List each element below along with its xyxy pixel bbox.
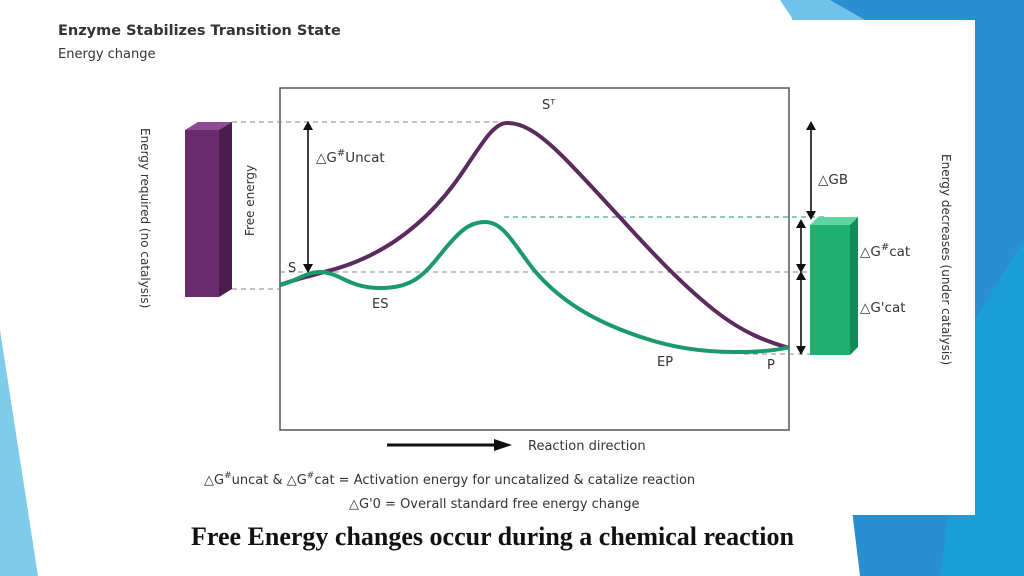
slide-caption: Free Energy changes occur during a chemi… bbox=[191, 522, 794, 551]
reaction-direction-arrow bbox=[387, 439, 512, 451]
catalyzed-curve bbox=[279, 219, 790, 355]
figure-title: Enzyme Stabilizes Transition State bbox=[58, 23, 341, 39]
arrow-dg-cat bbox=[796, 219, 806, 273]
es-label: ES bbox=[372, 297, 388, 312]
energy-diagram-figure: Enzyme Stabilizes Transition State Energ… bbox=[44, 20, 975, 515]
ep-label: EP bbox=[657, 355, 673, 370]
reaction-direction-label: Reaction direction bbox=[528, 439, 646, 454]
arrow-dg-uncat bbox=[303, 121, 313, 273]
legend-line-1: △G#uncat & △G#cat = Activation energy fo… bbox=[204, 471, 695, 488]
energy-required-bar bbox=[185, 122, 232, 297]
uncatalyzed-curve bbox=[279, 120, 790, 350]
dgb-label: △GB bbox=[818, 172, 848, 188]
free-energy-label: Free energy bbox=[243, 165, 257, 236]
figure-subtitle: Energy change bbox=[58, 47, 156, 62]
transition-state-label: Sᵀ bbox=[542, 98, 556, 113]
energy-required-label: Energy required (no catalysis) bbox=[138, 128, 152, 308]
plot-frame bbox=[279, 87, 790, 431]
product-label: P bbox=[767, 358, 775, 373]
energy-decreases-bar bbox=[810, 217, 858, 355]
arrow-dgb bbox=[806, 121, 816, 220]
energy-diagram: Enzyme Stabilizes Transition State Energ… bbox=[58, 23, 953, 512]
substrate-label: S bbox=[288, 261, 296, 276]
dg-uncat-label: △G#Uncat bbox=[316, 148, 385, 166]
left-accent-shape bbox=[0, 330, 38, 576]
dg-prime-cat-label: △G'cat bbox=[860, 300, 906, 316]
arrow-dg-prime-cat bbox=[796, 271, 806, 355]
energy-decreases-label: Energy decreases (under catalysis) bbox=[939, 154, 953, 365]
dg-cat-label: △G#cat bbox=[860, 242, 910, 260]
legend-line-2: △G'0 = Overall standard free energy chan… bbox=[349, 497, 640, 512]
